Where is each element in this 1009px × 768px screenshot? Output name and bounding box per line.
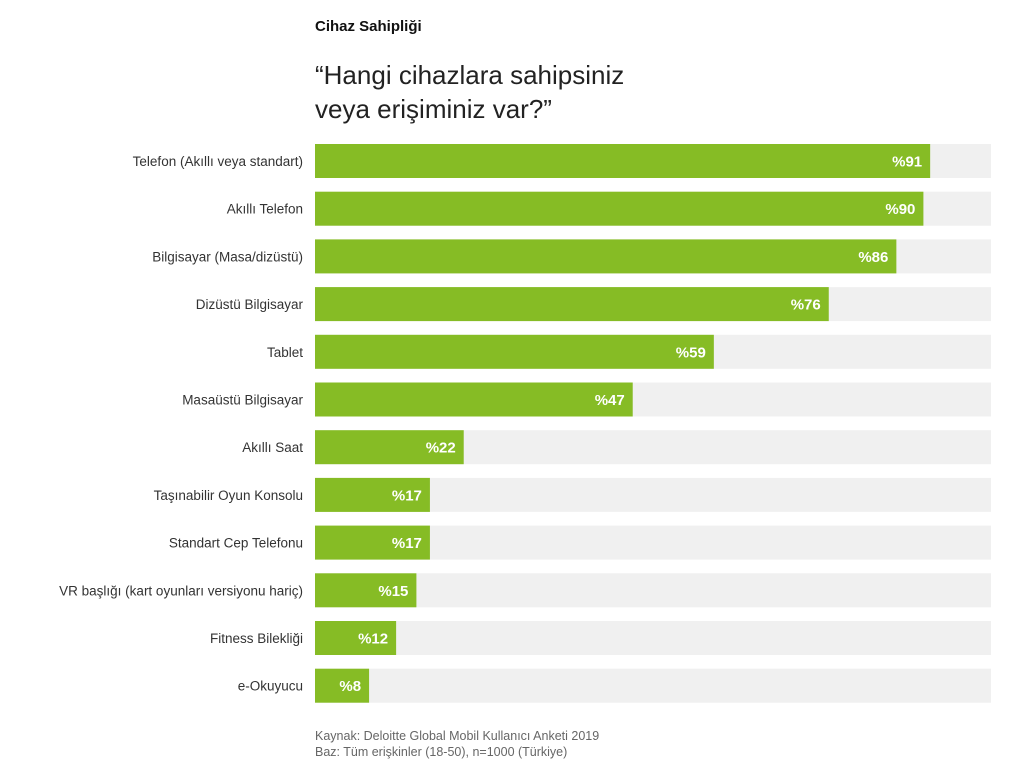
- value-label-standart-cep-telefonu: %17: [392, 535, 422, 552]
- value-label-e-okuyucu: %8: [339, 678, 361, 695]
- value-label-vr-basligi-kart-oyunlari-versiyonu-haric: %15: [378, 583, 408, 600]
- value-label-akilli-saat: %22: [426, 440, 456, 457]
- category-label-e-okuyucu: e-Okuyucu: [238, 679, 303, 694]
- base-note: Baz: Tüm erişkinler (18-50), n=1000 (Tür…: [315, 745, 568, 759]
- bar-track-e-okuyucu: [315, 668, 991, 703]
- category-label-akilli-telefon: Akıllı Telefon: [227, 202, 303, 217]
- category-label-dizustu-bilgisayar: Dizüstü Bilgisayar: [196, 297, 304, 312]
- question-line-2: veya erişiminiz var?”: [315, 94, 552, 124]
- question-title: “Hangi cihazlara sahipsiniz veya erişimi…: [315, 58, 624, 126]
- bar-telefon-akilli-veya-standart: [315, 144, 931, 178]
- bar-bilgisayar-masa-dizustu: [315, 239, 897, 274]
- category-label-tablet: Tablet: [267, 345, 303, 360]
- category-label-standart-cep-telefonu: Standart Cep Telefonu: [169, 536, 303, 551]
- chart-footer: Kaynak: Deloitte Global Mobil Kullanıcı …: [315, 728, 599, 760]
- bar-e-okuyucu: [315, 668, 370, 703]
- bar-dizustu-bilgisayar: [315, 287, 829, 322]
- section-title: Cihaz Sahipliği: [315, 18, 422, 35]
- value-label-tasinabilir-oyun-konsolu: %17: [392, 487, 422, 504]
- bar-vr-basligi-kart-oyunlari-versiyonu-haric: [315, 573, 417, 608]
- category-label-akilli-saat: Akıllı Saat: [242, 440, 303, 455]
- category-label-fitness-bilekligi: Fitness Bilekliği: [210, 631, 303, 646]
- value-label-dizustu-bilgisayar: %76: [791, 297, 821, 314]
- category-label-masaustu-bilgisayar: Masaüstü Bilgisayar: [182, 393, 303, 408]
- bar-akilli-telefon: [315, 191, 924, 226]
- bar-akilli-saat: [315, 430, 464, 465]
- category-label-tasinabilir-oyun-konsolu: Taşınabilir Oyun Konsolu: [154, 488, 303, 503]
- bar-standart-cep-telefonu: [315, 525, 430, 560]
- value-label-telefon-akilli-veya-standart: %91: [892, 154, 922, 171]
- value-label-tablet: %59: [676, 344, 706, 361]
- bar-tasinabilir-oyun-konsolu: [315, 477, 430, 512]
- source-note: Kaynak: Deloitte Global Mobil Kullanıcı …: [315, 729, 600, 743]
- value-label-bilgisayar-masa-dizustu: %86: [858, 249, 888, 266]
- value-label-fitness-bilekligi: %12: [358, 631, 388, 648]
- category-label-vr-basligi-kart-oyunlari-versiyonu-haric: VR başlığı (kart oyunları versiyonu hari…: [59, 583, 303, 598]
- bar-track-vr-basligi-kart-oyunlari-versiyonu-haric: [315, 573, 991, 608]
- bar-track-fitness-bilekligi: [315, 621, 991, 655]
- value-label-akilli-telefon: %90: [885, 201, 915, 218]
- bar-tablet: [315, 334, 714, 369]
- bar-masaustu-bilgisayar: [315, 382, 633, 417]
- category-label-telefon-akilli-veya-standart: Telefon (Akıllı veya standart): [133, 154, 303, 169]
- question-line-1: “Hangi cihazlara sahipsiniz: [315, 60, 625, 90]
- value-label-masaustu-bilgisayar: %47: [595, 392, 625, 409]
- bar-fitness-bilekligi: [315, 621, 397, 655]
- category-label-bilgisayar-masa-dizustu: Bilgisayar (Masa/dizüstü): [152, 249, 303, 264]
